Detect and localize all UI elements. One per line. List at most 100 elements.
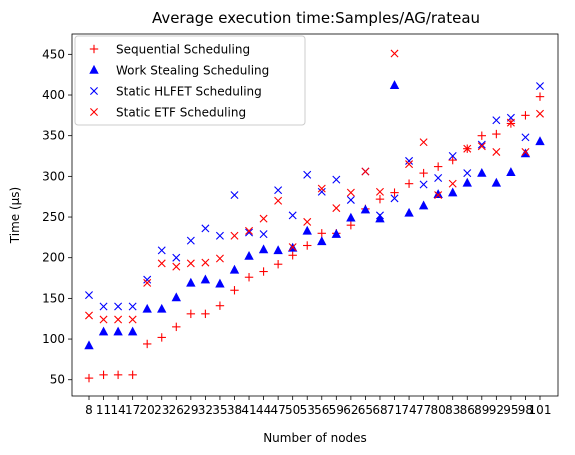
data-point [258,244,269,254]
data-point [419,138,428,147]
legend-box [74,35,306,126]
data-point [259,267,268,276]
data-point [288,211,297,220]
x-tick-label: 38 [227,403,242,417]
x-axis: 8 11 14 17 20 23 26 29 32 35 38 41 44 47 50 53 56 59 62 65 6… [85,396,551,417]
data-point [302,225,312,235]
data-point [98,326,109,336]
x-tick-label: 44 [256,403,271,417]
x-tick-label: 89 [474,403,489,417]
x-tick-label: 68 [372,403,387,417]
x-tick-label: 80 [431,403,446,417]
data-point [521,147,530,156]
x-tick-label: 8 [85,403,93,417]
y-tick-label: 200 [42,251,65,265]
y-tick-label: 250 [42,210,65,224]
data-point [404,207,414,217]
data-point [172,253,181,262]
data-point [317,184,326,193]
data-point [244,273,254,282]
data-point [128,302,137,311]
data-point [492,116,501,125]
data-point [317,236,327,246]
data-point [99,315,108,324]
data-point [274,186,283,195]
data-point [201,258,210,267]
data-point [463,169,472,178]
y-tick-label: 150 [42,291,65,305]
data-point [434,173,443,182]
data-point [215,254,224,263]
data-point [245,228,254,237]
data-point [535,136,545,146]
x-tick-label: 86 [460,403,475,417]
data-point [448,187,458,197]
data-point [492,147,501,156]
data-point [448,155,457,165]
data-point [535,92,545,101]
data-point [418,200,429,210]
data-point [389,80,400,89]
data-point [448,179,457,188]
series-1 [84,92,545,383]
x-tick-label: 65 [358,403,373,417]
y-tick-label: 50 [50,373,65,387]
x-tick-label: 92 [489,403,504,417]
data-point [536,109,544,118]
data-point [346,220,356,230]
data-point [360,204,371,214]
data-point [346,188,355,197]
data-point [288,251,297,260]
data-point [346,212,356,222]
data-point [142,339,152,349]
data-point [200,274,211,284]
data-point [143,275,152,284]
data-point [230,286,239,295]
data-point [273,260,283,269]
data-point [477,167,487,177]
data-point [273,245,283,255]
data-point [405,156,414,165]
legend-label: Work Stealing Scheduling [116,64,269,78]
data-point [172,322,181,332]
chart-title: Average execution time:Samples/AG/rateau [152,9,480,27]
data-point [434,191,443,200]
legend-marker [90,87,98,95]
data-point [448,152,457,161]
data-point [157,303,167,313]
y-tick-label: 350 [42,129,65,143]
x-tick-label: 59 [329,403,344,417]
data-point [143,278,152,287]
data-point [186,309,196,319]
legend-label: Static HLFET Scheduling [116,85,262,99]
data-point [521,133,530,142]
data-point [405,160,414,169]
data-points [84,49,545,383]
data-point [375,194,385,204]
x-tick-label: 41 [241,403,256,417]
data-point [215,301,225,310]
data-point [390,49,399,58]
data-point [463,144,472,153]
data-point [520,148,531,158]
data-point [127,326,138,336]
legend-marker [90,108,98,116]
data-point [346,195,355,204]
data-point [157,246,166,255]
x-tick-label: 26 [169,403,184,417]
data-point [521,111,530,120]
legend-marker [89,44,99,54]
data-point [274,196,283,205]
data-point [419,168,428,178]
data-point [390,194,399,203]
y-tick-label: 100 [42,332,65,346]
x-tick-label: 83 [445,403,460,417]
x-tick-label: 14 [110,403,125,417]
data-point [157,259,166,268]
data-point [506,119,516,128]
data-point [303,241,312,250]
data-point [375,187,384,196]
data-point [114,302,123,311]
y-tick-label: 300 [42,169,65,183]
data-point [419,180,428,189]
